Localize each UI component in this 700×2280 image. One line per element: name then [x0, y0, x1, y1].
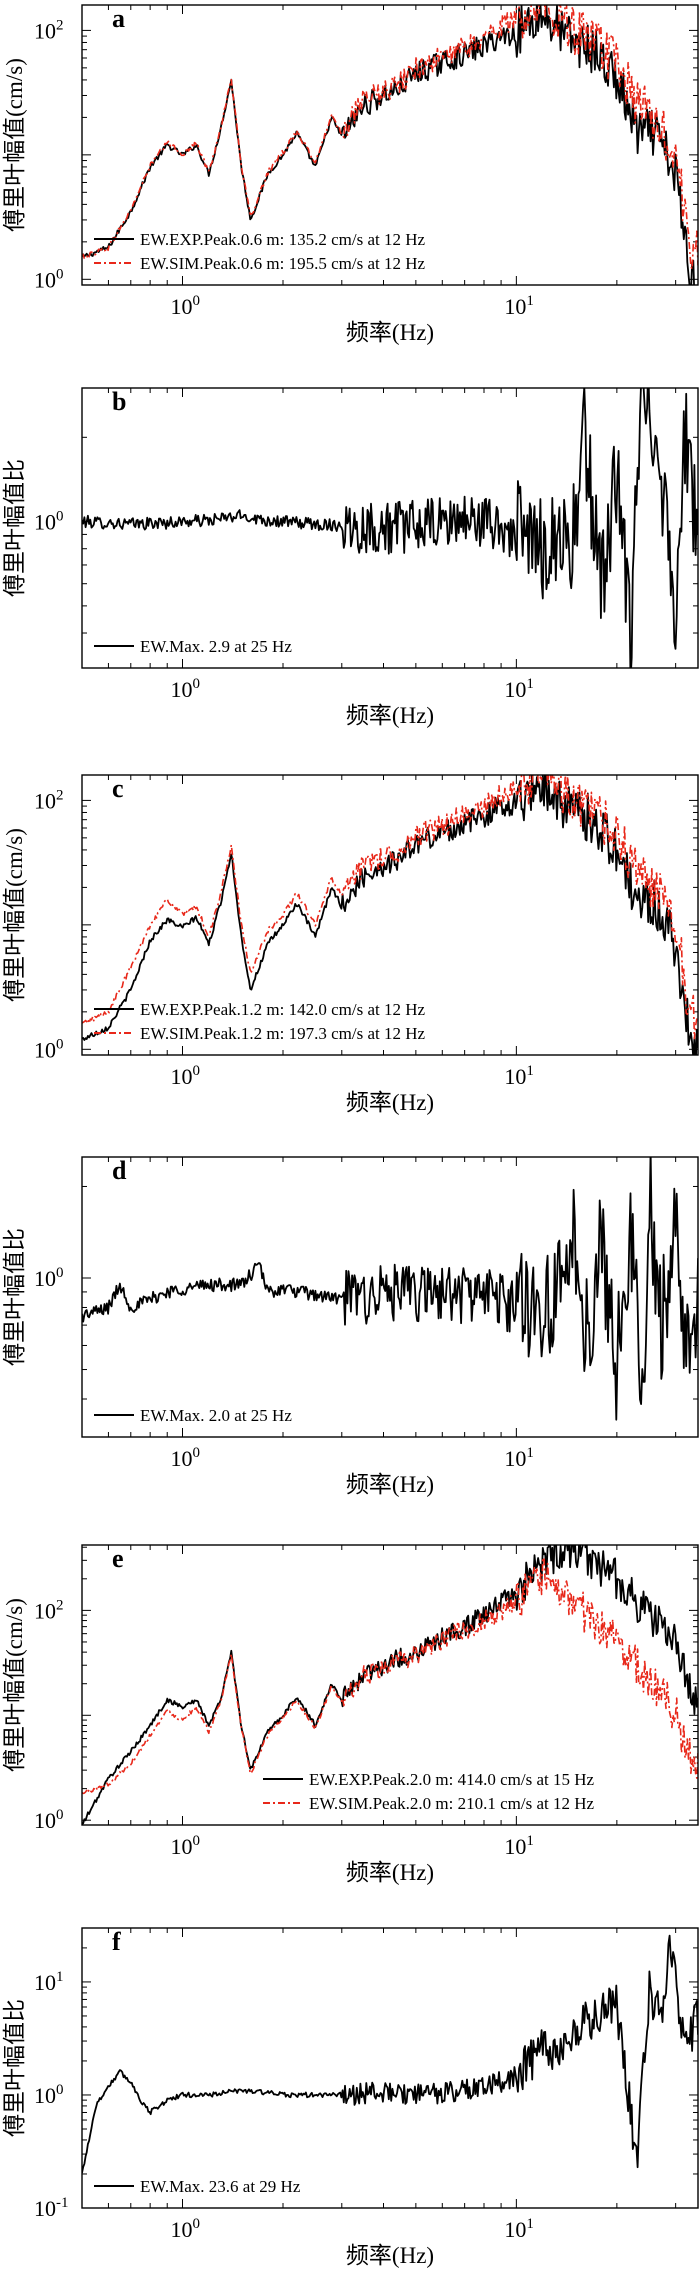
series-line-secondary — [82, 775, 698, 1040]
y-axis-label: 傅里叶幅值(cm/s) — [2, 828, 27, 1002]
series-group — [82, 775, 698, 1055]
series-line-secondary — [82, 1557, 698, 1795]
series-line-secondary — [82, 5, 698, 270]
y-tick-label: 100 — [34, 2082, 64, 2108]
series-group — [82, 5, 698, 285]
x-tick-label: 100 — [171, 293, 201, 319]
y-tick-label: 100 — [34, 1265, 64, 1291]
panel-letter: b — [112, 387, 126, 416]
legend-label: EW.Max. 23.6 at 29 Hz — [140, 2177, 301, 2196]
x-tick-label: 101 — [504, 1833, 534, 1859]
x-tick-label: 100 — [171, 2216, 201, 2242]
plot-frame — [81, 1156, 699, 1438]
panel-letter: e — [112, 1544, 124, 1573]
plot-frame — [81, 387, 699, 669]
series-line-primary — [82, 1157, 698, 1421]
x-tick-label: 100 — [171, 1063, 201, 1089]
x-minor-ticks — [81, 1928, 677, 2208]
legend-label: EW.SIM.Peak.0.6 m: 195.5 cm/s at 12 Hz — [140, 254, 425, 273]
x-axis-label: 频率(Hz) — [346, 1472, 434, 1497]
series-line-primary — [82, 5, 695, 285]
x-tick-label: 101 — [504, 1063, 534, 1089]
legend-label: EW.Max. 2.9 at 25 Hz — [140, 637, 292, 656]
legend-label: EW.Max. 2.0 at 25 Hz — [140, 1406, 292, 1425]
y-axis-label: 傅里叶幅值比 — [2, 1999, 27, 2137]
y-axis-label: 傅里叶幅值比 — [2, 1228, 27, 1366]
x-tick-label: 100 — [171, 676, 201, 702]
panel-a: a 100 101 100 102 频率(Hz) 傅里叶幅值(cm/s) EW.EXP.Pea… — [2, 4, 699, 345]
panel-b: b 100 101 100 频率(Hz) 傅里叶幅值比 EW.Max. 2.9 at 25 … — [2, 387, 699, 728]
legend-label: EW.SIM.Peak.2.0 m: 210.1 cm/s at 12 Hz — [309, 1794, 594, 1813]
panel-letter: c — [112, 774, 124, 803]
plot-frame — [81, 774, 699, 1056]
series-line-primary — [82, 388, 698, 668]
panel-c: c 100 101 100 102 频率(Hz) 傅里叶幅值(cm/s) EW.EXP.Pea… — [2, 774, 699, 1115]
panel-e: e 100 101 100 102 频率(Hz) 傅里叶幅值(cm/s) EW.EXP.Pea… — [2, 1544, 699, 1885]
x-axis-label: 频率(Hz) — [346, 320, 434, 345]
legend: EW.EXP.Peak.0.6 m: 135.2 cm/s at 12 Hz EW… — [94, 230, 425, 273]
x-tick-label: 101 — [504, 676, 534, 702]
x-minor-ticks — [81, 775, 677, 1055]
y-tick-label: 100 — [34, 266, 64, 292]
legend-label: EW.EXP.Peak.2.0 m: 414.0 cm/s at 15 Hz — [309, 1770, 594, 1789]
x-minor-ticks — [81, 388, 677, 668]
panel-letter: d — [112, 1156, 127, 1185]
plot-frame — [81, 4, 699, 286]
panel-letter: f — [112, 1927, 121, 1956]
x-axis-label: 频率(Hz) — [346, 1090, 434, 1115]
legend: EW.Max. 2.9 at 25 Hz — [94, 637, 292, 656]
series-group — [82, 1157, 698, 1421]
y-tick-label: 101 — [34, 1969, 64, 1995]
series-line-primary — [82, 775, 698, 1055]
y-minor-ticks — [82, 1546, 698, 1826]
y-tick-label: 100 — [34, 509, 64, 535]
legend: EW.EXP.Peak.2.0 m: 414.0 cm/s at 15 Hz EW… — [263, 1770, 594, 1813]
x-tick-label: 101 — [504, 2216, 534, 2242]
panel-letter: a — [112, 4, 125, 33]
x-tick-label: 100 — [171, 1833, 201, 1859]
legend: EW.Max. 2.0 at 25 Hz — [94, 1406, 292, 1425]
plot-frame — [81, 1927, 699, 2209]
legend-label: EW.EXP.Peak.1.2 m: 142.0 cm/s at 12 Hz — [140, 1000, 425, 1019]
series-group — [82, 1934, 698, 2174]
y-axis-label: 傅里叶幅值比 — [2, 459, 27, 597]
panel-f: f 100 101 10-1 100 101 频率(Hz) 傅里叶幅值比 EW.Max. 23.… — [2, 1927, 699, 2268]
series-group — [82, 1545, 698, 1825]
y-minor-ticks — [82, 1927, 698, 2209]
x-tick-label: 100 — [171, 1445, 201, 1471]
y-tick-label: 102 — [34, 1597, 64, 1623]
y-minor-ticks — [82, 29, 698, 286]
y-tick-label: 100 — [34, 1807, 64, 1833]
x-tick-label: 101 — [504, 1445, 534, 1471]
series-line-primary — [82, 1934, 698, 2174]
series-group — [82, 388, 698, 668]
series-line-primary — [82, 1545, 698, 1825]
legend: EW.EXP.Peak.1.2 m: 142.0 cm/s at 12 Hz EW… — [94, 1000, 425, 1043]
x-tick-label: 101 — [504, 293, 534, 319]
y-axis-label: 傅里叶幅值(cm/s) — [2, 1598, 27, 1772]
legend-label: EW.EXP.Peak.0.6 m: 135.2 cm/s at 12 Hz — [140, 230, 425, 249]
y-tick-label: 102 — [34, 787, 64, 813]
x-axis-label: 频率(Hz) — [346, 703, 434, 728]
plot-frame — [81, 1544, 699, 1826]
legend: EW.Max. 23.6 at 29 Hz — [94, 2177, 301, 2196]
y-tick-label: 100 — [34, 1036, 64, 1062]
y-tick-label: 102 — [34, 17, 64, 43]
panel-d: d 100 101 100 频率(Hz) 傅里叶幅值比 EW.Max. 2.0 at 25 … — [2, 1156, 699, 1497]
y-tick-label: 10-1 — [34, 2195, 69, 2221]
x-minor-ticks — [81, 1545, 677, 1825]
legend-label: EW.SIM.Peak.1.2 m: 197.3 cm/s at 12 Hz — [140, 1024, 425, 1043]
x-minor-ticks — [81, 5, 677, 285]
x-axis-label: 频率(Hz) — [346, 2243, 434, 2268]
x-axis-label: 频率(Hz) — [346, 1860, 434, 1885]
y-axis-label: 傅里叶幅值(cm/s) — [2, 58, 27, 232]
